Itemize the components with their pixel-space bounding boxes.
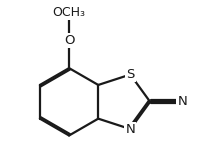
- Text: S: S: [126, 68, 135, 81]
- Text: OCH₃: OCH₃: [53, 6, 85, 19]
- Text: O: O: [64, 34, 74, 47]
- Text: N: N: [177, 95, 187, 108]
- Text: N: N: [125, 123, 135, 136]
